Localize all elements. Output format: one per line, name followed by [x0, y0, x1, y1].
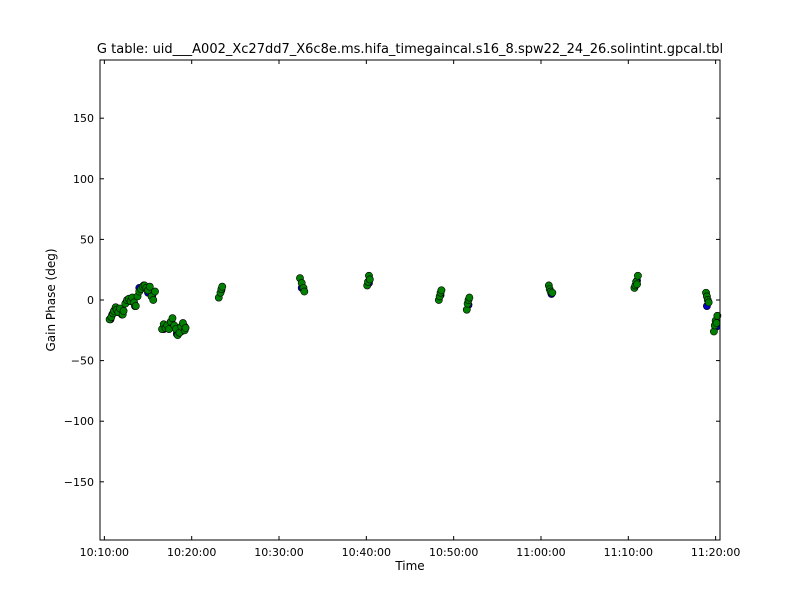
tick-labels: 10:10:00 10:20:00 10:30:00 10:40:00 10:50:00…	[64, 112, 741, 559]
y-tick-label: 50	[80, 233, 94, 246]
x-tick-label: 10:40:00	[342, 546, 391, 559]
plot-area-frame	[99, 59, 721, 541]
y-axis-label: Gain Phase (deg)	[44, 248, 58, 351]
data-point	[119, 307, 128, 315]
data-point	[712, 319, 721, 327]
data-point	[181, 323, 190, 332]
x-tick-label: 10:20:00	[167, 546, 216, 559]
data-point	[168, 314, 177, 323]
x-tick-label: 11:20:00	[691, 546, 740, 559]
data-points	[105, 271, 722, 340]
data-point	[548, 288, 557, 297]
data-point	[300, 287, 309, 296]
y-tick-label: 100	[73, 173, 94, 186]
y-tick-label: −100	[64, 415, 94, 428]
data-point	[633, 280, 641, 289]
data-point	[713, 311, 722, 320]
y-tick-label: 150	[73, 112, 94, 125]
x-tick-label: 11:10:00	[604, 546, 653, 559]
series-pol-2	[105, 271, 722, 340]
data-point	[131, 302, 140, 310]
x-tick-label: 10:10:00	[80, 546, 129, 559]
data-point	[218, 282, 227, 291]
data-point	[465, 293, 474, 302]
data-point	[634, 271, 642, 280]
y-tick-label: −50	[71, 355, 94, 368]
data-point	[145, 282, 154, 291]
data-point	[365, 275, 374, 284]
y-tick-label: 0	[87, 294, 94, 307]
chart-title: G table: uid___A002_Xc27dd7_X6c8e.ms.hif…	[97, 42, 723, 57]
data-point	[149, 296, 158, 304]
tick-marks	[100, 60, 720, 540]
data-point	[151, 287, 159, 296]
data-point	[704, 298, 713, 307]
y-tick-label: −150	[64, 476, 94, 489]
x-tick-label: 10:30:00	[254, 546, 303, 559]
data-point	[437, 286, 446, 295]
x-tick-label: 10:50:00	[429, 546, 478, 559]
x-axis-label: Time	[394, 559, 424, 573]
x-tick-label: 11:00:00	[516, 546, 565, 559]
